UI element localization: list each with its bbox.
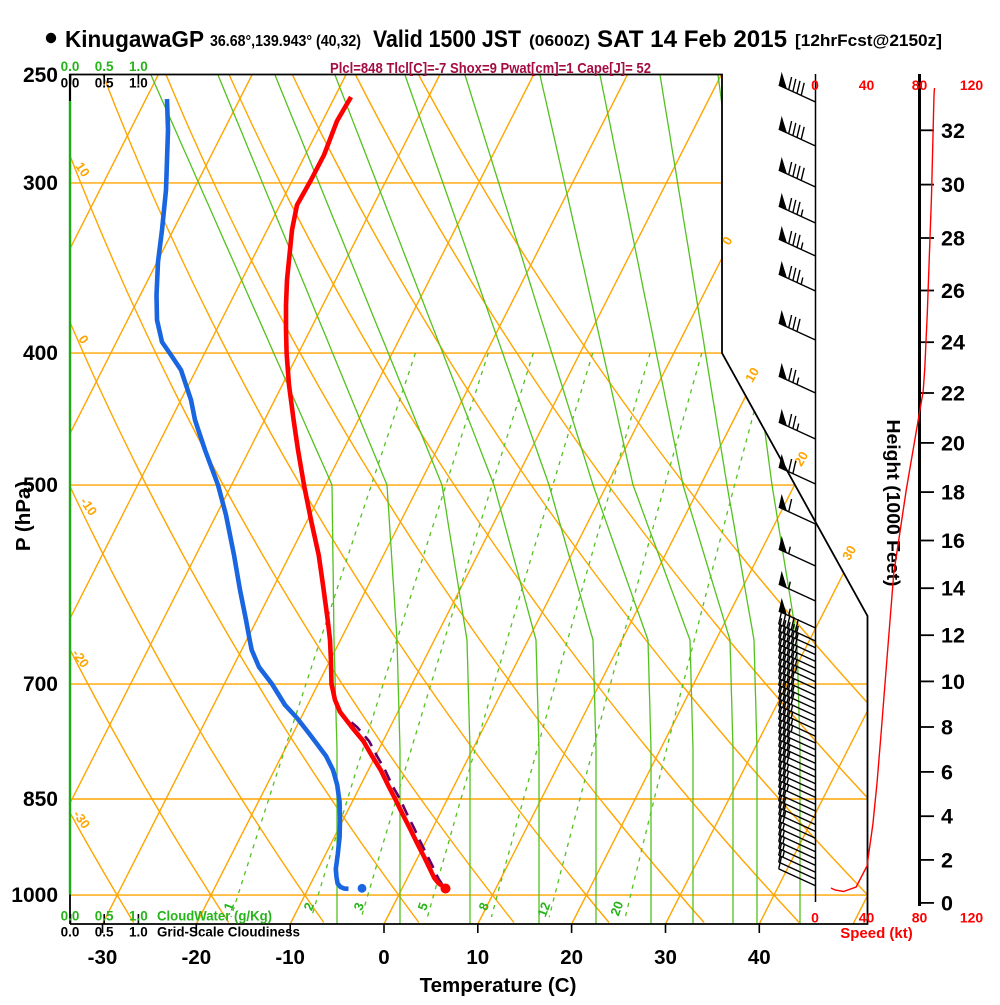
svg-text:300: 300 bbox=[23, 172, 58, 195]
svg-text:16: 16 bbox=[941, 529, 965, 553]
svg-text:Height (1000 Feet): Height (1000 Feet) bbox=[883, 420, 904, 587]
svg-text:1.0: 1.0 bbox=[129, 909, 148, 924]
svg-text:0.5: 0.5 bbox=[95, 909, 114, 924]
svg-text:0.5: 0.5 bbox=[95, 59, 114, 74]
svg-text:400: 400 bbox=[23, 342, 58, 365]
svg-text:0.0: 0.0 bbox=[61, 909, 80, 924]
svg-text:500: 500 bbox=[23, 474, 58, 497]
svg-text:20: 20 bbox=[941, 431, 965, 455]
svg-text:-10: -10 bbox=[275, 946, 305, 969]
svg-text:-20: -20 bbox=[182, 946, 212, 969]
svg-text:Grid-Scale Cloudiness: Grid-Scale Cloudiness bbox=[157, 925, 300, 940]
svg-text:120: 120 bbox=[960, 910, 984, 926]
svg-text:[12hrFcst@2150z]: [12hrFcst@2150z] bbox=[795, 31, 942, 50]
svg-text:20: 20 bbox=[607, 899, 626, 918]
svg-text:36.68°,139.943° (40,32): 36.68°,139.943° (40,32) bbox=[210, 33, 361, 50]
svg-text:0: 0 bbox=[941, 891, 953, 915]
svg-text:0: 0 bbox=[811, 910, 819, 926]
svg-text:8: 8 bbox=[475, 900, 492, 912]
svg-text:20: 20 bbox=[560, 946, 583, 969]
svg-text:40: 40 bbox=[748, 946, 771, 969]
svg-text:0: 0 bbox=[378, 946, 389, 969]
svg-text:80: 80 bbox=[912, 910, 928, 926]
svg-text:18: 18 bbox=[941, 481, 965, 505]
svg-text:0.5: 0.5 bbox=[95, 76, 114, 91]
svg-text:28: 28 bbox=[941, 227, 965, 251]
svg-text:30: 30 bbox=[654, 946, 677, 969]
svg-text:Plcl=848 Tlcl[C]=-7 Shox=9 Pwa: Plcl=848 Tlcl[C]=-7 Shox=9 Pwat[cm]=1 Ca… bbox=[330, 60, 651, 77]
svg-text:4: 4 bbox=[941, 805, 953, 829]
svg-text:10: 10 bbox=[72, 159, 93, 179]
svg-text:3: 3 bbox=[350, 900, 367, 912]
svg-text:2: 2 bbox=[941, 848, 953, 872]
svg-text:8: 8 bbox=[941, 716, 953, 740]
svg-text:850: 850 bbox=[23, 788, 58, 811]
svg-text:5: 5 bbox=[414, 900, 431, 912]
svg-text:0.0: 0.0 bbox=[61, 925, 80, 940]
svg-text:Temperature (C): Temperature (C) bbox=[420, 974, 577, 997]
svg-text:250: 250 bbox=[23, 64, 58, 87]
svg-text:10: 10 bbox=[466, 946, 489, 969]
svg-text:Valid 1500 JST: Valid 1500 JST bbox=[373, 26, 521, 53]
svg-text:1.0: 1.0 bbox=[129, 59, 148, 74]
svg-text:12: 12 bbox=[941, 624, 965, 648]
svg-text:24: 24 bbox=[941, 331, 965, 355]
svg-text:SAT 14 Feb 2015: SAT 14 Feb 2015 bbox=[597, 26, 787, 53]
svg-text:120: 120 bbox=[960, 77, 984, 93]
svg-text:10: 10 bbox=[941, 670, 965, 694]
svg-text:30: 30 bbox=[941, 173, 965, 197]
svg-text:0.0: 0.0 bbox=[61, 76, 80, 91]
svg-text:22: 22 bbox=[941, 381, 965, 405]
svg-text:700: 700 bbox=[23, 673, 58, 696]
svg-text:6: 6 bbox=[941, 760, 953, 784]
svg-text:10: 10 bbox=[742, 365, 762, 385]
svg-text:2: 2 bbox=[300, 900, 317, 912]
svg-text:12: 12 bbox=[534, 900, 553, 919]
svg-text:40: 40 bbox=[859, 910, 875, 926]
svg-text:0.0: 0.0 bbox=[61, 59, 80, 74]
svg-text:KinugawaGP: KinugawaGP bbox=[65, 26, 204, 52]
svg-text:40: 40 bbox=[859, 77, 875, 93]
svg-text:26: 26 bbox=[941, 279, 965, 303]
svg-text:(0600Z): (0600Z) bbox=[529, 33, 590, 50]
svg-text:32: 32 bbox=[941, 119, 965, 143]
svg-text:1000: 1000 bbox=[11, 884, 58, 907]
svg-text:0: 0 bbox=[811, 77, 819, 93]
svg-text:14: 14 bbox=[941, 577, 965, 601]
svg-text:80: 80 bbox=[912, 77, 928, 93]
svg-text:0.5: 0.5 bbox=[95, 925, 114, 940]
svg-text:1: 1 bbox=[220, 900, 237, 912]
svg-text:Speed (kt): Speed (kt) bbox=[840, 925, 913, 942]
svg-text:-30: -30 bbox=[88, 946, 118, 969]
svg-text:CloudWater (g/Kg): CloudWater (g/Kg) bbox=[157, 909, 272, 924]
svg-text:1.0: 1.0 bbox=[129, 925, 148, 940]
svg-text:20: 20 bbox=[791, 449, 811, 469]
svg-text:30: 30 bbox=[839, 543, 859, 563]
svg-text:P (hPa): P (hPa) bbox=[12, 481, 35, 551]
svg-text:1.0: 1.0 bbox=[129, 76, 148, 91]
